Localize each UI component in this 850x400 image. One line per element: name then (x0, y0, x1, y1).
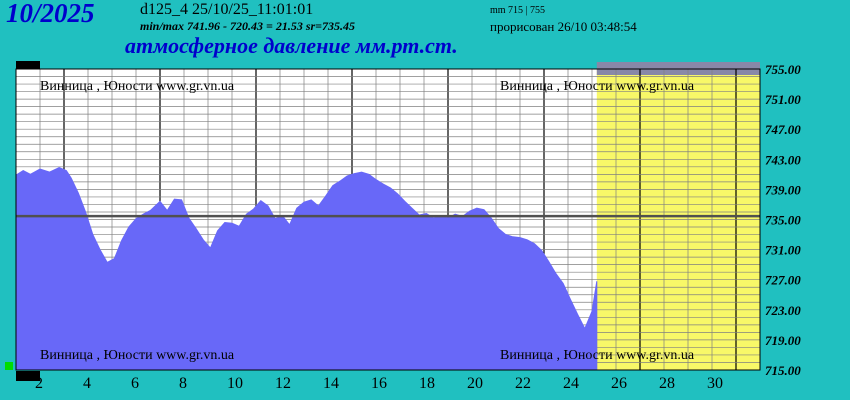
corner-marker-bottom (16, 371, 40, 381)
y-tick-label: 731.00 (765, 243, 801, 258)
y-tick-label: 715.00 (765, 363, 801, 378)
x-tick-label: 24 (563, 375, 579, 392)
x-tick-label: 10 (227, 375, 243, 392)
watermark-text: Винница , Юности www.gr.vn.ua (500, 79, 695, 94)
station-timestamp-label: d125_4 25/10/25_11:01:01 (140, 1, 314, 18)
x-tick-label: 6 (131, 375, 139, 392)
scale-range-label: mm 715 | 755 (490, 5, 546, 16)
x-tick-label: 22 (515, 375, 531, 392)
x-tick-label: 18 (419, 375, 435, 392)
x-tick-label: 12 (275, 375, 291, 392)
x-tick-label: 8 (179, 375, 187, 392)
corner-marker-green (5, 362, 13, 370)
min-max-summary: min/max 741.96 - 720.43 = 21.53 sr=735.4… (140, 19, 356, 33)
y-tick-label: 755.00 (765, 62, 801, 77)
y-tick-label: 747.00 (765, 122, 801, 137)
pressure-area (15, 167, 598, 371)
y-tick-label: 739.00 (765, 182, 801, 197)
x-axis-ticks: 2 4 6 8 10 12 14 16 18 20 22 24 26 28 30 (35, 375, 723, 392)
watermark-text: Винница , Юности www.gr.vn.ua (40, 348, 235, 363)
chart-title: атмосферное давление мм.рт.ст. (125, 33, 458, 58)
y-tick-label: 751.00 (765, 92, 801, 107)
x-tick-label: 16 (371, 375, 387, 392)
y-tick-label: 719.00 (765, 333, 801, 348)
x-tick-label: 20 (467, 375, 483, 392)
y-tick-label: 743.00 (765, 152, 801, 167)
y-tick-label: 735.00 (765, 213, 801, 228)
x-tick-label: 30 (707, 375, 723, 392)
rendered-at-label: прорисован 26/10 03:48:54 (490, 19, 637, 34)
plot-frame (15, 68, 761, 371)
watermark-text: Винница , Юности www.gr.vn.ua (500, 348, 695, 363)
y-tick-label: 727.00 (765, 273, 801, 288)
x-tick-label: 4 (83, 375, 91, 392)
x-tick-label: 2 (35, 375, 43, 392)
watermark-text: Винница , Юности www.gr.vn.ua (40, 79, 235, 94)
watermarks: Винница , Юности www.gr.vn.ua Винница , Ю… (40, 79, 695, 363)
y-axis-ticks: 755.00 751.00 747.00 743.00 739.00 735.00 731.… (765, 62, 801, 378)
month-year-label: 10/2025 (6, 0, 95, 28)
x-tick-label: 14 (323, 375, 339, 392)
corner-marker-top (16, 61, 40, 69)
y-tick-label: 723.00 (765, 303, 801, 318)
x-tick-label: 28 (659, 375, 675, 392)
x-tick-label: 26 (611, 375, 627, 392)
